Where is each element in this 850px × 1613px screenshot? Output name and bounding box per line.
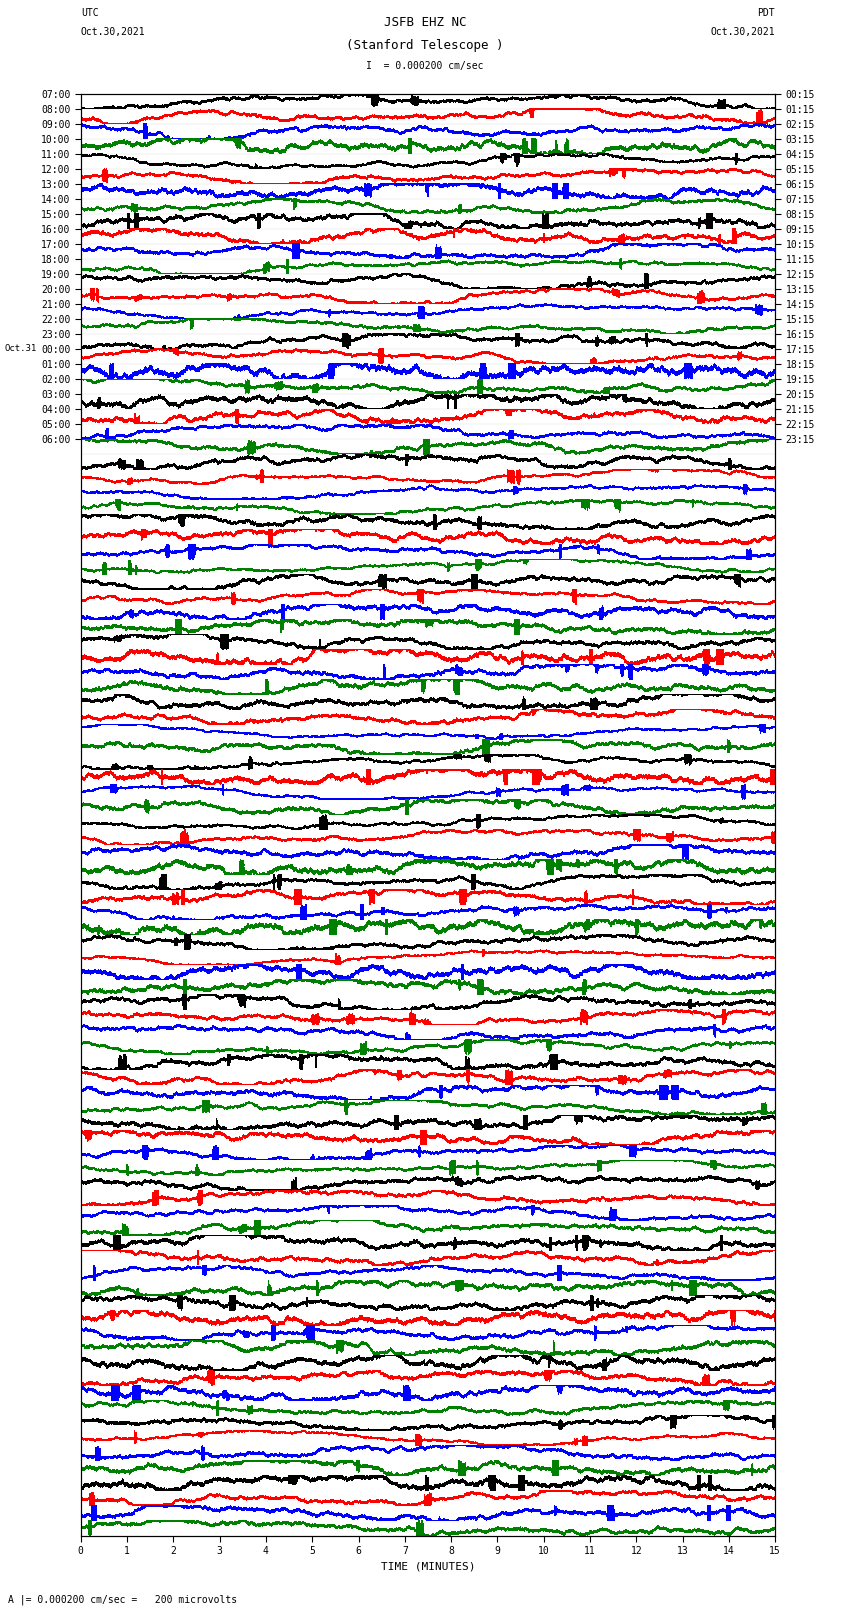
Text: PDT: PDT	[757, 8, 775, 18]
Text: JSFB EHZ NC: JSFB EHZ NC	[383, 16, 467, 29]
Text: A |= 0.000200 cm/sec =   200 microvolts: A |= 0.000200 cm/sec = 200 microvolts	[8, 1594, 238, 1605]
Text: (Stanford Telescope ): (Stanford Telescope )	[346, 39, 504, 52]
X-axis label: TIME (MINUTES): TIME (MINUTES)	[381, 1561, 475, 1571]
Text: Oct.31: Oct.31	[4, 345, 37, 353]
Text: I  = 0.000200 cm/sec: I = 0.000200 cm/sec	[366, 61, 484, 71]
Text: Oct.30,2021: Oct.30,2021	[711, 27, 775, 37]
Text: Oct.30,2021: Oct.30,2021	[81, 27, 145, 37]
Text: UTC: UTC	[81, 8, 99, 18]
